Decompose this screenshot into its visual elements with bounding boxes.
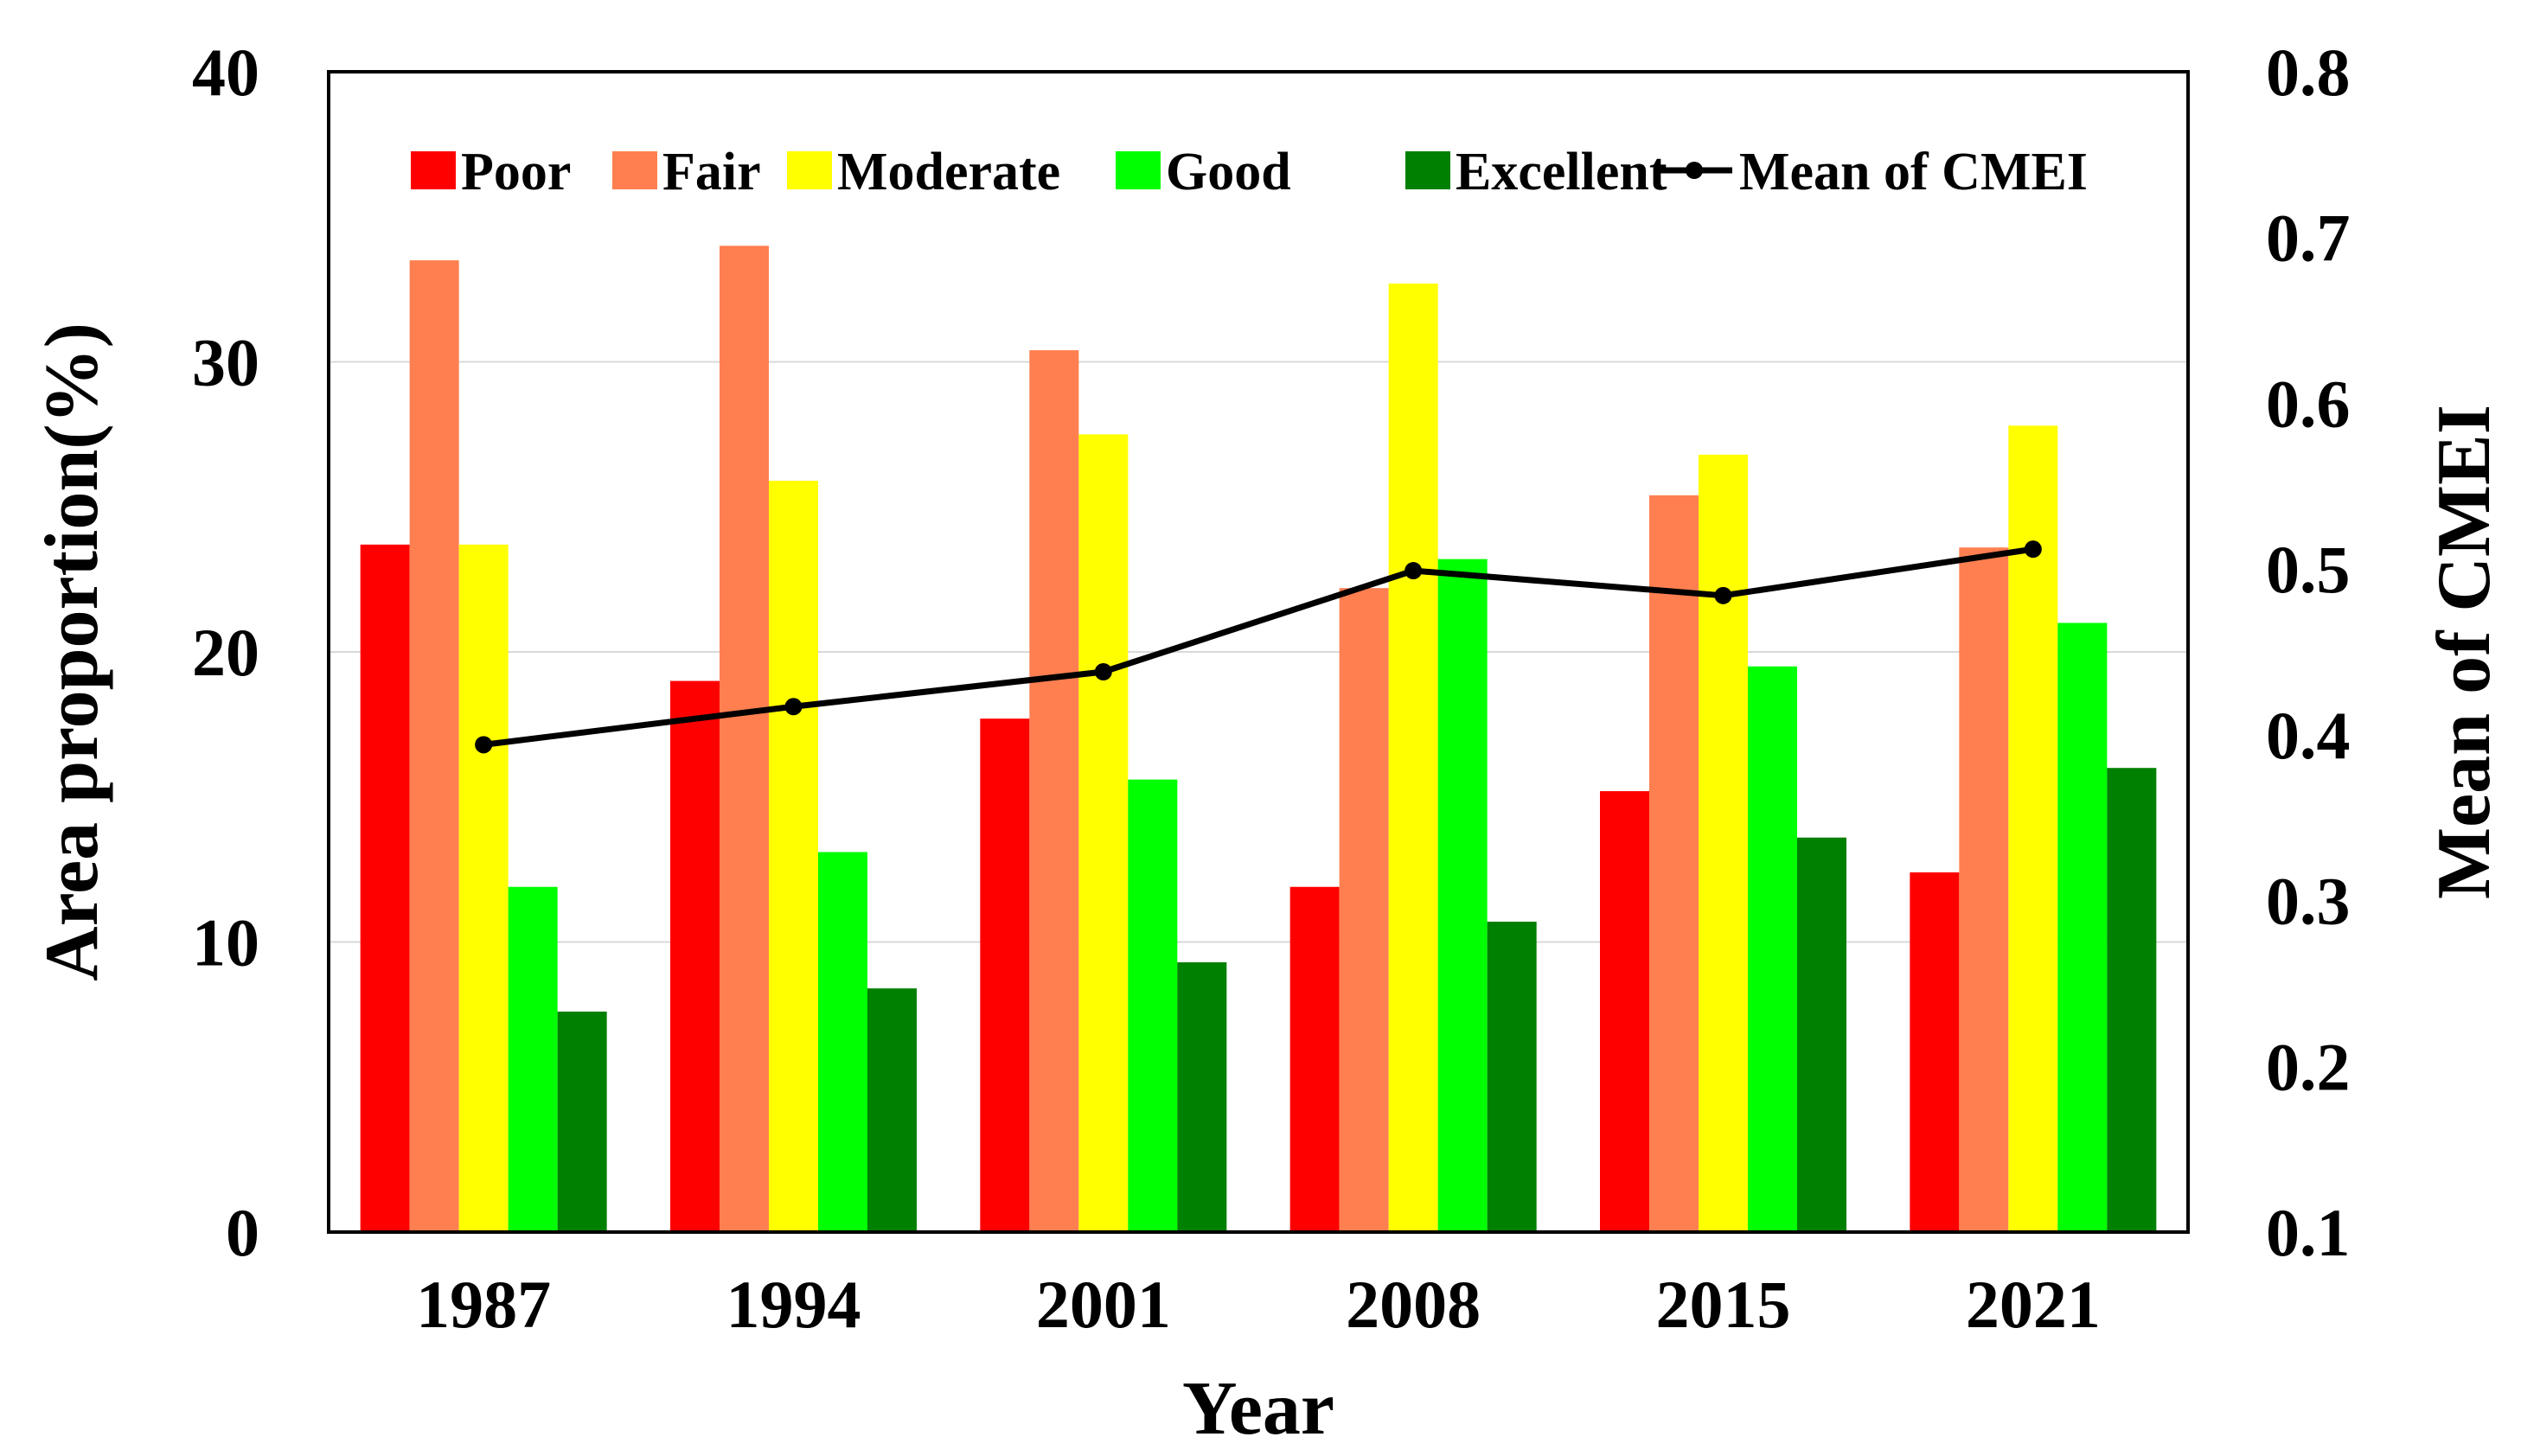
legend: Poor Fair Moderate Good Excellent Mean of CME…	[411, 143, 2088, 201]
y-axis-right-ticks: 0.1 0.2 0.3 0.4 0.5 0.6 0.7 0.8	[2266, 35, 2351, 1270]
legend-label-cmei: Mean of CMEI	[1739, 143, 2088, 201]
y-axis-left-ticks: 0 10 20 30 40	[192, 35, 259, 1270]
y2-tick-label: 0.3	[2266, 864, 2351, 939]
bar-good-2008	[1437, 559, 1488, 1232]
bar-fair-2021	[1959, 547, 2009, 1232]
plot-area-frame	[327, 70, 2190, 1234]
legend-label-moderate: Moderate	[837, 143, 1060, 201]
bar-good-1987	[508, 886, 558, 1232]
bar-poor-1987	[360, 544, 410, 1232]
bar-moderate-2001	[1078, 434, 1129, 1232]
y-tick-label: 0	[226, 1195, 259, 1270]
y2-tick-label: 0.1	[2266, 1195, 2351, 1270]
bar-good-2021	[2057, 623, 2108, 1232]
bar-good-2001	[1128, 779, 1178, 1232]
bar-fair-2001	[1029, 350, 1079, 1233]
bar-poor-2021	[1910, 872, 1960, 1232]
legend-swatch-excellent	[1405, 151, 1450, 189]
cmei-point-1987	[475, 736, 493, 754]
y-tick-label: 10	[192, 905, 259, 980]
legend-label-good: Good	[1166, 143, 1291, 201]
bar-excellent-2015	[1797, 837, 1846, 1232]
cmei-point-2001	[1094, 663, 1112, 681]
legend-swatch-moderate	[787, 151, 832, 189]
bar-moderate-2021	[2008, 425, 2058, 1232]
y-axis-right-title: Mean of CMEI	[2422, 405, 2506, 899]
y2-tick-label: 0.4	[2266, 698, 2351, 773]
bar-moderate-1994	[769, 481, 818, 1232]
legend-marker-cmei	[1686, 162, 1703, 179]
bar-fair-2008	[1339, 588, 1389, 1232]
bar-moderate-2008	[1388, 283, 1438, 1232]
bar-moderate-2015	[1699, 454, 1748, 1232]
bar-good-2015	[1748, 666, 1797, 1232]
bar-excellent-1994	[867, 988, 917, 1232]
bars	[360, 246, 2157, 1233]
x-axis-ticks: 1987 1994 2001 2008 2015 2021	[416, 1267, 2101, 1342]
y2-tick-label: 0.2	[2266, 1029, 2351, 1104]
y2-tick-label: 0.5	[2266, 532, 2351, 607]
y2-tick-label: 0.7	[2266, 201, 2351, 276]
y-tick-label: 20	[192, 615, 259, 690]
x-tick-label: 2001	[1036, 1267, 1171, 1342]
bar-excellent-1987	[557, 1012, 607, 1232]
legend-label-fair: Fair	[662, 143, 761, 201]
bar-fair-1987	[409, 260, 459, 1233]
legend-swatch-fair	[612, 151, 657, 189]
legend-swatch-poor	[411, 151, 456, 189]
y-tick-label: 30	[192, 325, 259, 400]
bar-poor-2015	[1600, 791, 1649, 1232]
cmei-point-2015	[1714, 586, 1732, 604]
y2-tick-label: 0.6	[2266, 366, 2351, 441]
cmei-point-2008	[1404, 562, 1423, 580]
cmei-line-path	[483, 546, 2034, 748]
x-tick-label: 1987	[416, 1267, 551, 1342]
cmei-line	[475, 540, 2042, 754]
bar-poor-1994	[670, 680, 720, 1232]
x-tick-label: 1994	[726, 1267, 861, 1342]
y-tick-label: 40	[192, 35, 259, 110]
bar-good-1994	[818, 852, 867, 1232]
bar-excellent-2021	[2107, 768, 2157, 1232]
bar-excellent-2008	[1487, 922, 1537, 1232]
bar-fair-1994	[720, 246, 769, 1232]
gridlines	[329, 361, 2188, 943]
legend-label-excellent: Excellent	[1456, 143, 1667, 201]
x-tick-label: 2008	[1346, 1267, 1481, 1342]
bar-poor-2008	[1289, 886, 1340, 1232]
x-axis-title: Year	[1182, 1367, 1334, 1451]
bar-poor-2001	[980, 718, 1030, 1232]
x-tick-label: 2021	[1966, 1267, 2101, 1342]
bar-excellent-2001	[1177, 961, 1227, 1232]
cmei-point-2021	[2024, 540, 2042, 559]
y2-tick-label: 0.8	[2266, 35, 2351, 110]
bar-moderate-1987	[458, 544, 509, 1232]
legend-label-poor: Poor	[461, 143, 571, 201]
legend-swatch-good	[1116, 151, 1161, 189]
cmei-point-1994	[784, 698, 803, 716]
y-axis-left-title: Area proportion(%)	[30, 322, 114, 981]
bar-fair-2015	[1649, 495, 1699, 1232]
x-tick-label: 2015	[1656, 1267, 1791, 1342]
